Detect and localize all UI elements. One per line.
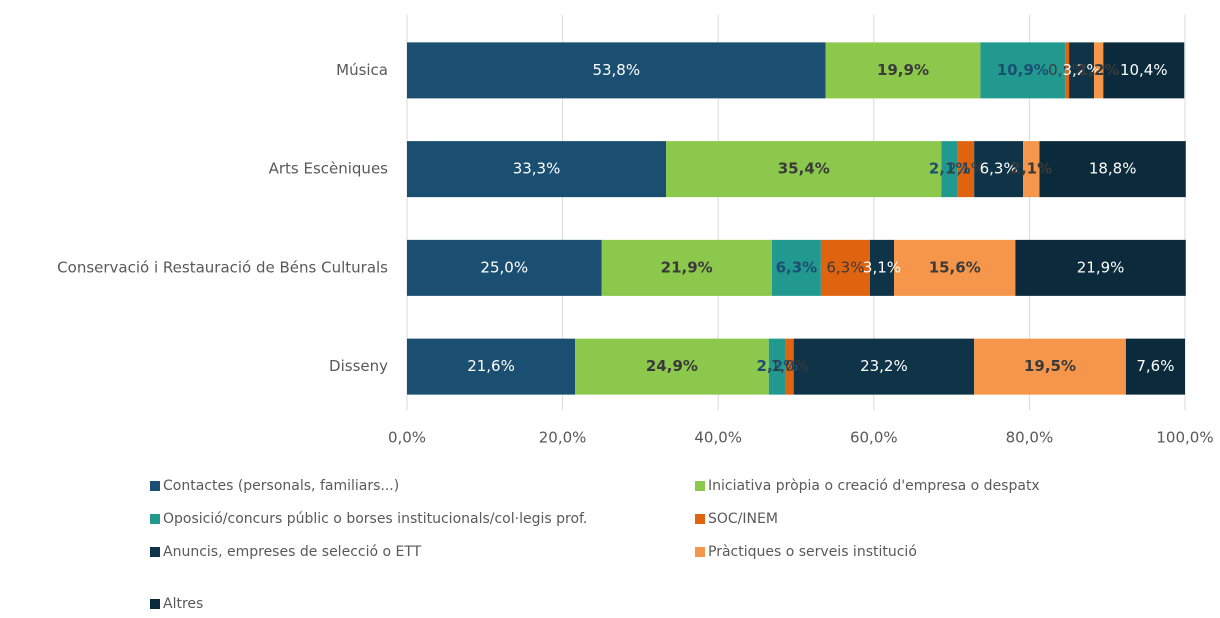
data-label: 23,2% bbox=[860, 357, 908, 375]
bar-segment bbox=[601, 239, 772, 296]
bar-segment bbox=[785, 338, 794, 395]
bar-segment bbox=[1015, 239, 1186, 296]
x-tick-label: 100,0% bbox=[1156, 429, 1213, 447]
bar-segment bbox=[407, 338, 576, 395]
legend-swatch bbox=[150, 481, 160, 491]
legend-swatch bbox=[150, 599, 160, 609]
x-tick-label: 60,0% bbox=[850, 429, 898, 447]
bar-segment bbox=[1065, 42, 1070, 99]
legend-label: Contactes (personals, familiars...) bbox=[163, 478, 399, 494]
bar-segment bbox=[1125, 338, 1185, 395]
y-tick-label: Música bbox=[336, 61, 388, 79]
data-label: 6,3% bbox=[776, 258, 818, 276]
data-label: 18,8% bbox=[1089, 160, 1137, 178]
x-tick-label: 20,0% bbox=[539, 429, 587, 447]
bar-segment bbox=[1069, 42, 1094, 99]
x-tick-label: 40,0% bbox=[694, 429, 742, 447]
data-label: 2,1% bbox=[929, 160, 971, 178]
data-label: 1,2% bbox=[1078, 61, 1120, 79]
y-tick-label: Conservació i Restauració de Béns Cultur… bbox=[57, 258, 388, 276]
data-label: 3,2% bbox=[1062, 61, 1100, 79]
bar-segment bbox=[1023, 141, 1040, 198]
bar-segment bbox=[957, 141, 975, 198]
legend-swatch bbox=[695, 547, 705, 557]
data-label: 21,9% bbox=[1077, 258, 1125, 276]
legend-swatch bbox=[695, 481, 705, 491]
data-label: 15,6% bbox=[929, 258, 981, 276]
bar-segment bbox=[575, 338, 769, 395]
bar-segment bbox=[974, 338, 1126, 395]
data-label: 35,4% bbox=[778, 160, 830, 178]
data-label: 0,5% bbox=[1048, 61, 1086, 79]
bar-segment bbox=[793, 338, 975, 395]
bar-segment bbox=[407, 239, 602, 296]
data-label: 2,1% bbox=[947, 160, 985, 178]
legend-label: Iniciativa pròpia o creació d'empresa o … bbox=[708, 478, 1040, 494]
legend-label: Anuncis, empreses de selecció o ETT bbox=[163, 544, 422, 560]
legend-label: Pràctiques o serveis institució bbox=[708, 544, 917, 560]
bar-segment bbox=[666, 141, 942, 198]
legend-swatch bbox=[150, 514, 160, 524]
data-label: 33,3% bbox=[513, 160, 561, 178]
data-label: 6,3% bbox=[980, 160, 1018, 178]
data-label: 19,5% bbox=[1024, 357, 1076, 375]
y-tick-label: Arts Escèniques bbox=[269, 160, 389, 178]
bar-segment bbox=[407, 42, 826, 99]
data-label: 2,1% bbox=[1011, 160, 1053, 178]
x-tick-label: 0,0% bbox=[388, 429, 426, 447]
bar-segment bbox=[980, 42, 1066, 99]
bar-segment bbox=[1103, 42, 1185, 99]
legend-label: Oposició/concurs públic o borses institu… bbox=[163, 511, 587, 527]
data-label: 24,9% bbox=[646, 357, 698, 375]
data-label: 10,4% bbox=[1120, 61, 1168, 79]
bar-segment bbox=[820, 239, 870, 296]
bar-segment bbox=[941, 141, 958, 198]
legend-label: SOC/INEM bbox=[708, 511, 778, 527]
legend-swatch bbox=[695, 514, 705, 524]
data-label: 3,1% bbox=[863, 258, 901, 276]
data-label: 10,9% bbox=[997, 61, 1049, 79]
bar-segment bbox=[869, 239, 895, 296]
bar-segment bbox=[407, 141, 667, 198]
bar-segment bbox=[768, 338, 786, 395]
data-label: 6,3% bbox=[826, 258, 864, 276]
bar-segment bbox=[1039, 141, 1186, 198]
data-label: 53,8% bbox=[592, 61, 640, 79]
bar-segment bbox=[771, 239, 821, 296]
data-label: 21,9% bbox=[661, 258, 713, 276]
data-label: 25,0% bbox=[480, 258, 528, 276]
bar-segment bbox=[894, 239, 1016, 296]
data-label: 1,0% bbox=[771, 357, 809, 375]
bar-segment bbox=[1093, 42, 1104, 99]
bar-segment bbox=[825, 42, 981, 99]
legend-swatch bbox=[150, 547, 160, 557]
legend-label: Altres bbox=[163, 596, 203, 612]
x-tick-label: 80,0% bbox=[1006, 429, 1054, 447]
data-label: 2,2% bbox=[757, 357, 799, 375]
data-label: 7,6% bbox=[1136, 357, 1174, 375]
data-label: 21,6% bbox=[467, 357, 515, 375]
y-tick-label: Disseny bbox=[329, 357, 388, 375]
bar-segment bbox=[974, 141, 1024, 198]
data-label: 19,9% bbox=[877, 61, 929, 79]
